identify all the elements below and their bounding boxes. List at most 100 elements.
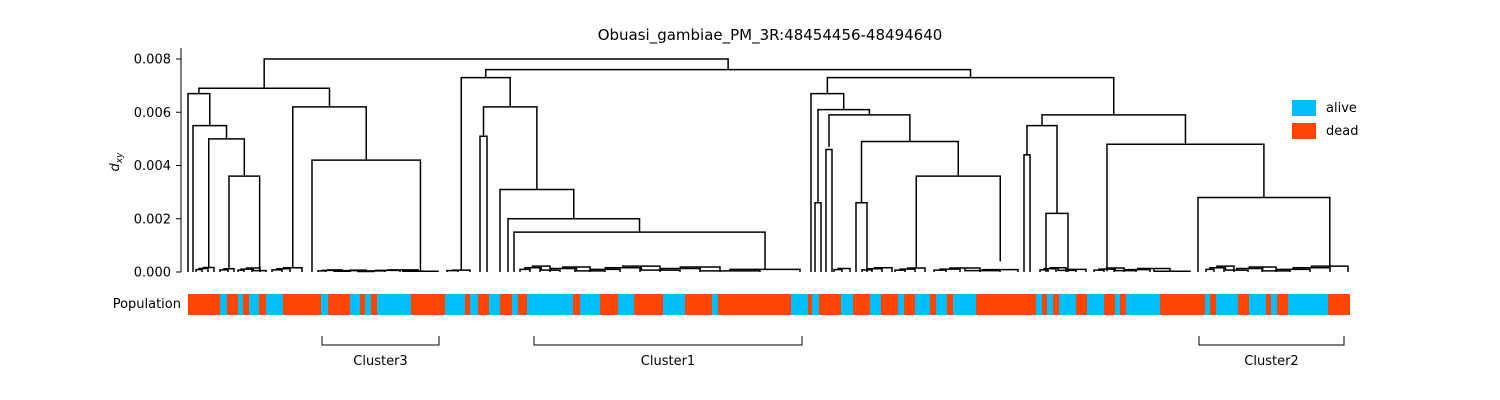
dendrogram-branch bbox=[855, 202, 868, 272]
population-segment bbox=[238, 294, 243, 315]
dendrogram-branch bbox=[198, 267, 209, 272]
dendrogram-branch bbox=[873, 266, 893, 272]
dendrogram-branch bbox=[271, 269, 283, 272]
population-segment bbox=[1047, 294, 1053, 315]
population-segment bbox=[1120, 294, 1126, 315]
population-segment bbox=[411, 294, 445, 315]
population-segment bbox=[1288, 294, 1305, 315]
dendrogram-branch bbox=[1039, 269, 1049, 272]
dendrogram-branch bbox=[1205, 268, 1215, 272]
population-segment bbox=[1115, 294, 1120, 315]
dendrogram-branch bbox=[237, 269, 245, 272]
dendrogram-branches bbox=[187, 58, 1349, 273]
dendrogram-branch bbox=[1023, 154, 1031, 272]
dendrogram-branch bbox=[198, 87, 331, 107]
legend-swatch-dead bbox=[1292, 123, 1316, 139]
population-segment bbox=[266, 294, 283, 315]
dendrogram-branch bbox=[202, 266, 215, 272]
population-segment bbox=[915, 294, 930, 315]
population-segment bbox=[634, 294, 663, 315]
population-segment bbox=[1238, 294, 1249, 315]
population-segment bbox=[283, 294, 321, 315]
dendrogram-branch bbox=[1153, 268, 1191, 272]
dendrogram-branch bbox=[810, 92, 845, 272]
dendrogram-branch bbox=[282, 266, 303, 272]
population-segment bbox=[791, 294, 808, 315]
population-segment bbox=[853, 294, 870, 315]
population-segment bbox=[904, 294, 915, 315]
dendrogram-branch bbox=[1106, 143, 1265, 272]
dendrogram-branch bbox=[228, 175, 261, 271]
dendrogram-branch bbox=[915, 175, 1001, 269]
cluster-label: Cluster2 bbox=[1244, 354, 1298, 369]
population-segment bbox=[663, 294, 685, 315]
dendrogram-branch bbox=[1041, 114, 1187, 145]
population-segment bbox=[445, 294, 465, 315]
dendrogram-branch bbox=[219, 269, 229, 272]
legend-swatch-alive bbox=[1292, 100, 1316, 116]
y-tick-label: 0.000 bbox=[134, 266, 171, 281]
population-segment bbox=[365, 294, 371, 315]
population-segment bbox=[1210, 294, 1216, 315]
dendrogram-branch bbox=[513, 231, 766, 272]
population-segment bbox=[512, 294, 518, 315]
cluster-bracket bbox=[533, 336, 803, 346]
dendrogram-branch bbox=[507, 218, 641, 272]
population-segment bbox=[188, 294, 220, 315]
dendrogram-branch bbox=[479, 135, 488, 272]
population-segment bbox=[930, 294, 936, 315]
population-segment bbox=[712, 294, 718, 315]
population-segment bbox=[465, 294, 470, 315]
dendrogram-branch bbox=[964, 268, 1001, 272]
population-segment bbox=[1160, 294, 1205, 315]
population-segment bbox=[518, 294, 527, 315]
population-segment bbox=[936, 294, 947, 315]
dendrogram-branch bbox=[263, 58, 729, 89]
population-segment bbox=[718, 294, 791, 315]
population-segment bbox=[600, 294, 618, 315]
cluster-label: Cluster1 bbox=[641, 354, 695, 369]
dendrogram-branch bbox=[1124, 268, 1151, 272]
cluster-label: Cluster3 bbox=[353, 354, 407, 369]
population-segment bbox=[881, 294, 898, 315]
dendrogram-branch bbox=[549, 267, 576, 272]
dendrogram-branch bbox=[292, 106, 367, 268]
population-segment bbox=[220, 294, 227, 315]
y-tick-label: 0.008 bbox=[134, 53, 171, 68]
dendrogram-branch bbox=[894, 269, 906, 272]
population-segment bbox=[1266, 294, 1271, 315]
dendrogram-branch bbox=[1114, 268, 1137, 272]
population-segment bbox=[1205, 294, 1210, 315]
population-segment bbox=[898, 294, 904, 315]
population-segment bbox=[227, 294, 238, 315]
population-segment bbox=[1036, 294, 1042, 315]
y-axis-label: dxy bbox=[108, 152, 125, 172]
population-segment bbox=[489, 294, 500, 315]
dendrogram-branch bbox=[1066, 268, 1087, 272]
dendrogram-branch bbox=[208, 138, 246, 268]
population-segment bbox=[573, 294, 580, 315]
population-segment bbox=[870, 294, 881, 315]
cluster-bracket bbox=[1198, 336, 1345, 346]
population-segment bbox=[1277, 294, 1288, 315]
population-bar bbox=[188, 294, 1350, 315]
population-segment bbox=[618, 294, 634, 315]
legend-label-alive: alive bbox=[1326, 101, 1357, 116]
dendrogram-branch bbox=[252, 268, 267, 272]
dendrogram-branch bbox=[484, 68, 972, 78]
population-segment bbox=[976, 294, 1036, 315]
population-segment bbox=[1059, 294, 1076, 315]
population-segment bbox=[808, 294, 812, 315]
population-segment bbox=[1216, 294, 1238, 315]
cluster-bracket bbox=[321, 336, 440, 346]
population-segment bbox=[1042, 294, 1047, 315]
population-segment bbox=[1305, 294, 1328, 315]
population-segment bbox=[953, 294, 976, 315]
y-axis: 0.000 0.002 0.004 0.006 0.008 bbox=[134, 48, 182, 281]
dendrogram-branch bbox=[192, 124, 228, 272]
dendrogram-branch bbox=[814, 202, 822, 272]
population-segment bbox=[580, 294, 600, 315]
population-segment bbox=[1126, 294, 1160, 315]
y-tick-label: 0.002 bbox=[134, 212, 171, 227]
